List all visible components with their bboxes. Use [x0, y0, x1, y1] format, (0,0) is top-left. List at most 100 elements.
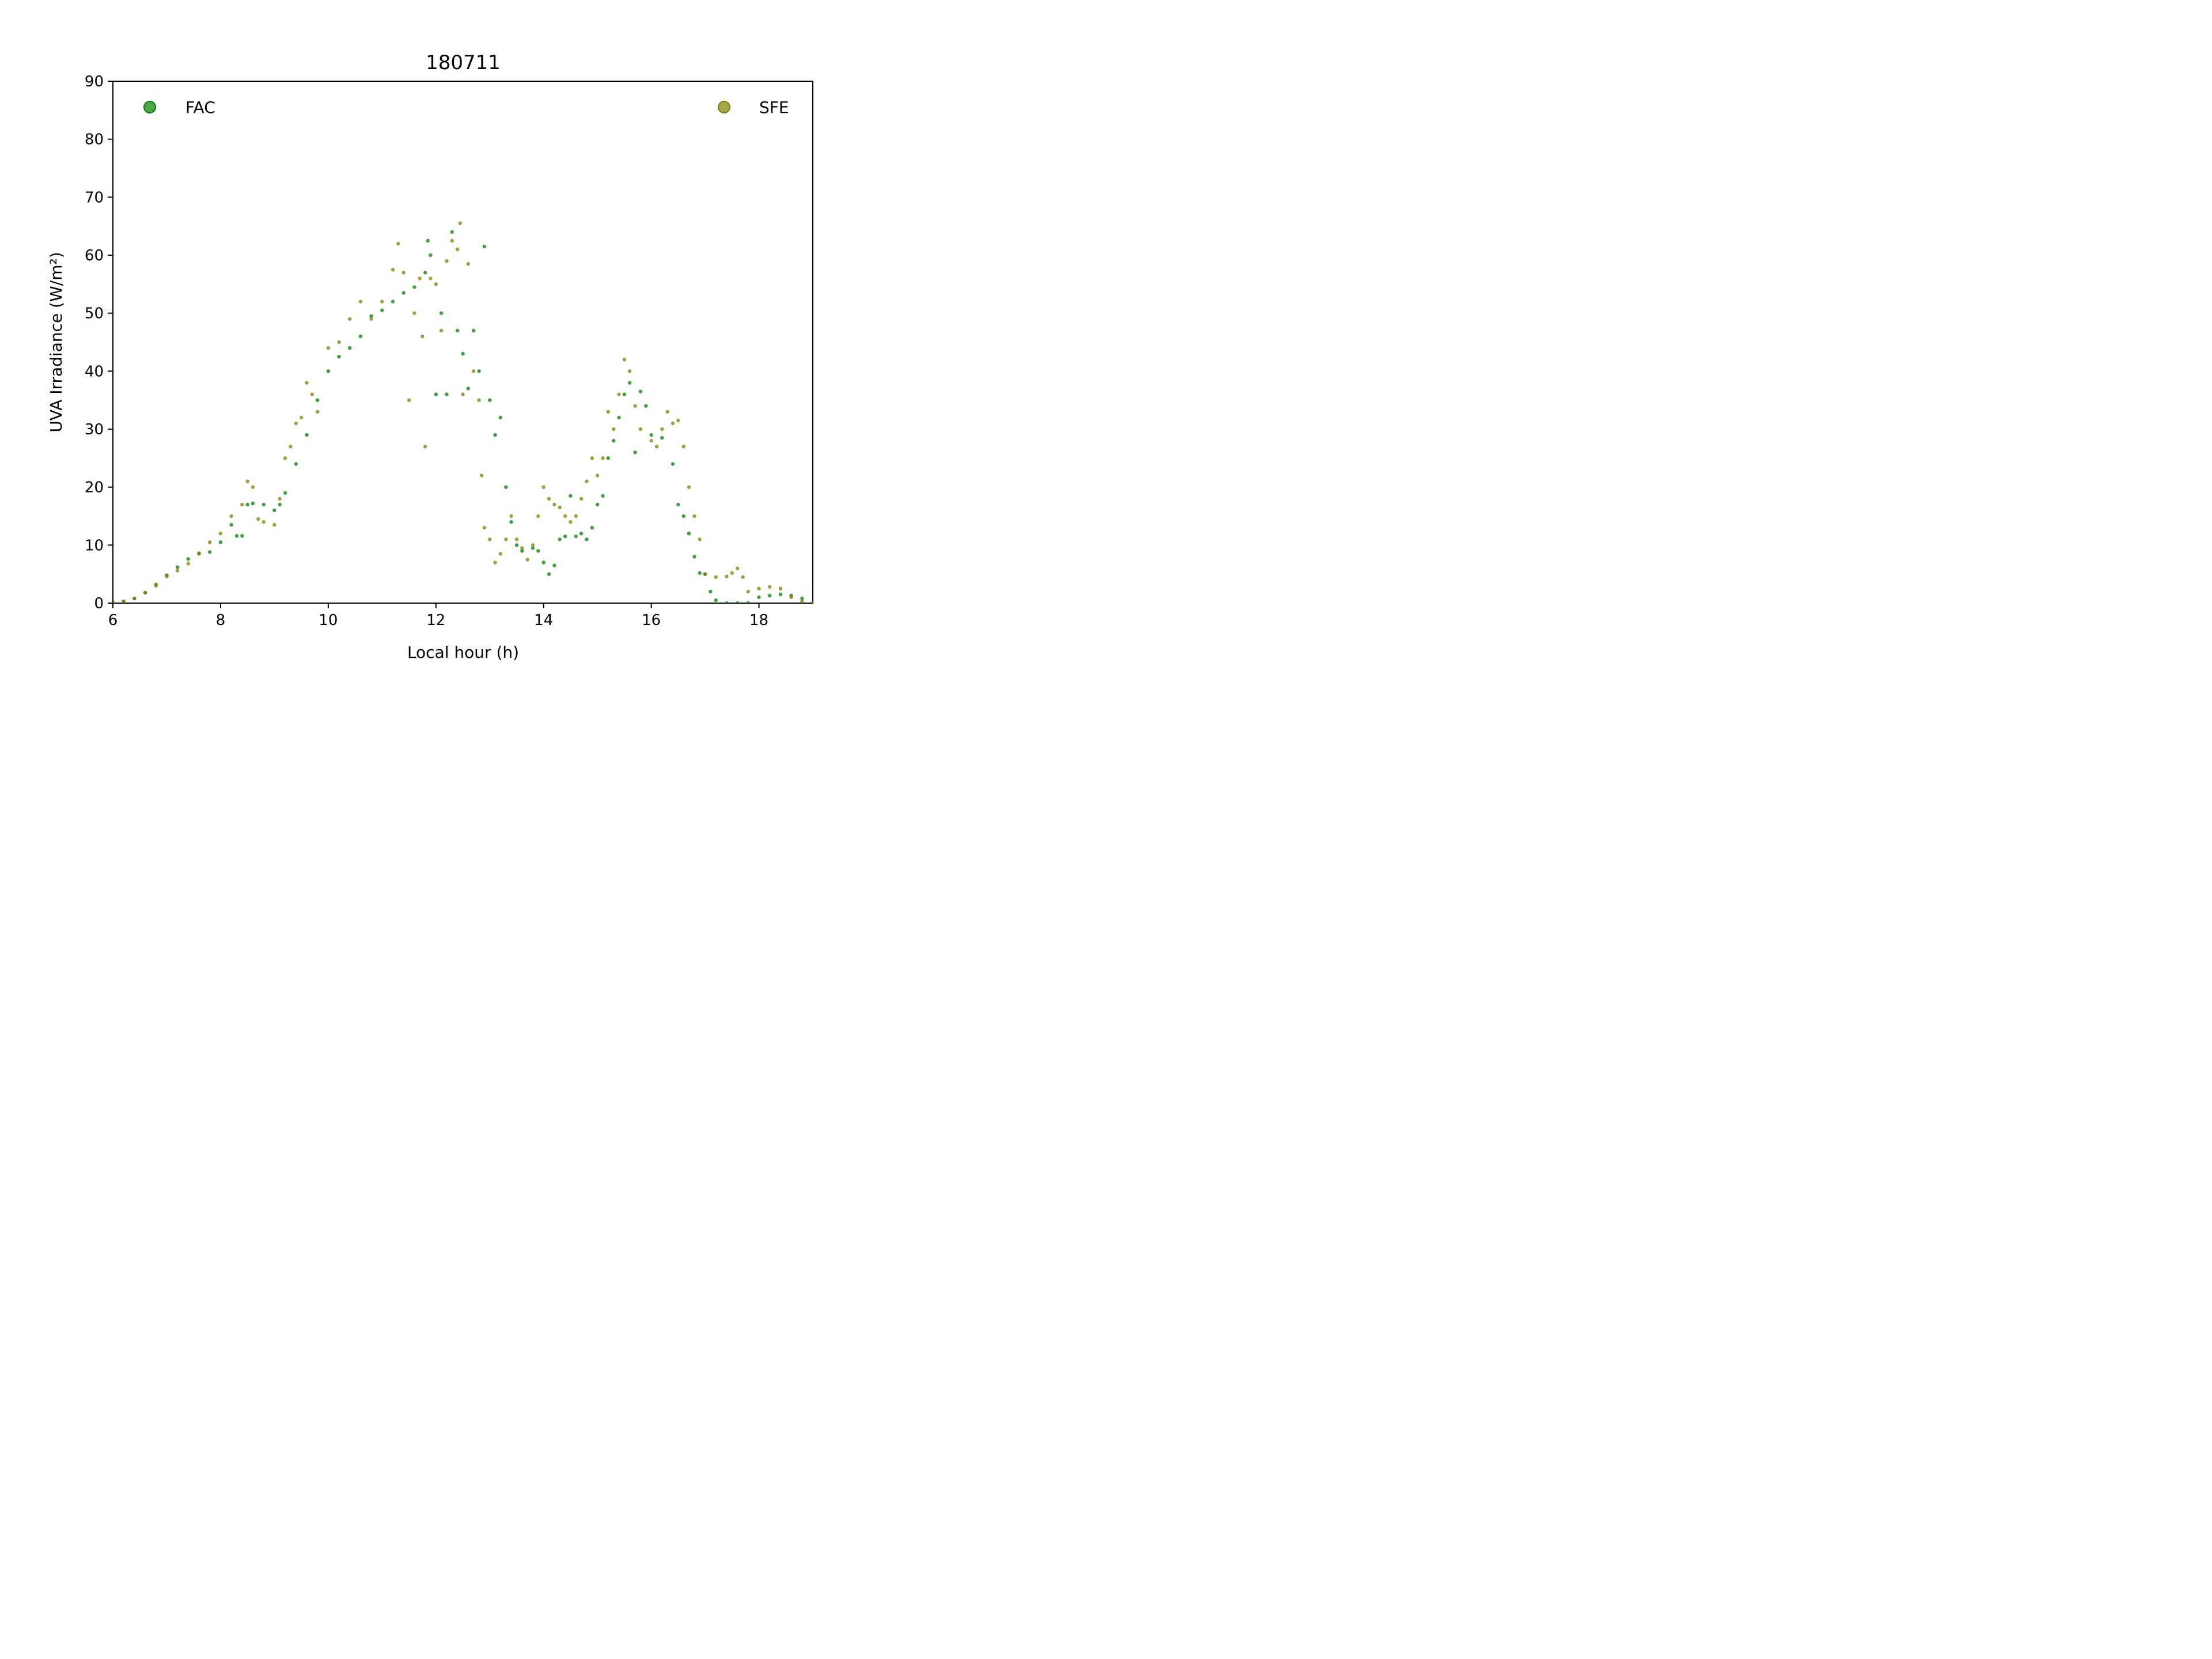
data-point-fac [563, 535, 567, 539]
x-axis-title: Local hour (h) [407, 643, 519, 662]
data-point-fac [574, 535, 578, 539]
data-point-fac [278, 502, 282, 507]
data-point-fac [218, 540, 223, 544]
y-tick-label: 0 [94, 595, 104, 612]
data-point-sfe [789, 595, 793, 600]
data-point-fac [558, 537, 562, 541]
data-point-sfe [326, 346, 330, 350]
data-point-sfe [612, 427, 616, 431]
data-point-fac [439, 311, 444, 315]
y-tick-label: 10 [85, 537, 104, 554]
data-point-sfe [439, 328, 444, 333]
data-point-fac [391, 300, 395, 304]
y-tick-label: 80 [85, 131, 104, 149]
data-point-fac [692, 555, 696, 559]
data-point-sfe [509, 514, 513, 518]
data-point-fac [208, 550, 212, 554]
data-point-fac [326, 369, 330, 373]
data-point-sfe [466, 262, 470, 266]
data-point-fac [369, 314, 373, 318]
data-point-fac [337, 355, 341, 359]
data-point-sfe [396, 241, 400, 246]
data-point-sfe [622, 358, 627, 362]
data-point-fac [536, 549, 540, 553]
y-tick-label: 40 [85, 363, 104, 380]
data-point-sfe [229, 514, 233, 518]
data-point-sfe [456, 247, 460, 252]
data-point-sfe [654, 445, 659, 449]
data-point-fac [229, 522, 233, 527]
data-point-sfe [714, 575, 718, 579]
data-point-fac [547, 572, 551, 576]
data-point-fac [186, 557, 190, 561]
data-point-sfe [434, 282, 438, 286]
data-point-sfe [741, 575, 745, 579]
data-point-fac [612, 438, 616, 443]
data-point-sfe [418, 276, 422, 281]
data-point-sfe [305, 381, 309, 385]
data-point-fac [698, 571, 702, 575]
data-point-fac [466, 387, 470, 391]
data-point-sfe [245, 479, 249, 483]
data-point-fac [552, 563, 556, 567]
data-point-fac [601, 494, 605, 498]
data-point-sfe [725, 574, 729, 578]
x-tick-label: 16 [642, 612, 661, 629]
data-point-sfe [176, 569, 180, 573]
data-point-sfe [472, 369, 476, 373]
data-point-sfe [488, 537, 492, 541]
data-point-sfe [536, 514, 540, 518]
data-point-fac [251, 501, 255, 506]
data-point-sfe [579, 497, 584, 501]
data-point-sfe [736, 566, 740, 570]
data-point-sfe [423, 445, 427, 449]
data-point-sfe [681, 445, 685, 449]
legend-label-fac: FAC [185, 98, 215, 117]
data-point-sfe [186, 562, 190, 566]
data-point-sfe [316, 410, 320, 414]
data-point-sfe [294, 421, 298, 426]
data-point-sfe [703, 572, 707, 576]
chart-title: 180711 [426, 51, 501, 74]
data-point-fac [358, 334, 363, 339]
data-point-sfe [299, 415, 304, 420]
data-point-sfe [563, 514, 567, 518]
data-point-fac [746, 601, 750, 603]
data-point-sfe [687, 485, 691, 489]
data-point-sfe [633, 404, 637, 408]
data-point-sfe [628, 369, 632, 373]
data-point-sfe [458, 221, 462, 225]
data-point-fac [305, 433, 309, 437]
data-point-sfe [531, 543, 535, 547]
data-point-fac [434, 392, 438, 396]
x-tick-label: 12 [426, 612, 445, 629]
y-tick-label: 60 [85, 247, 104, 264]
data-point-sfe [358, 300, 363, 304]
data-point-sfe [800, 599, 804, 603]
data-point-fac [445, 392, 449, 396]
data-point-fac [617, 415, 621, 420]
data-point-sfe [638, 427, 643, 431]
data-point-fac [316, 398, 320, 402]
data-point-sfe [547, 497, 551, 501]
y-tick-label: 20 [85, 479, 104, 497]
data-point-sfe [525, 558, 529, 562]
data-point-sfe [165, 574, 169, 578]
data-point-fac [606, 456, 611, 460]
data-point-fac [493, 433, 497, 437]
chart: 180711 6 8 10 12 14 16 18 0102030405060708090 … [47, 51, 813, 662]
x-tick-label: 6 [108, 612, 118, 629]
data-point-sfe [810, 601, 813, 603]
data-point-fac [482, 244, 487, 249]
data-point-fac [633, 450, 637, 454]
x-tick-label: 14 [534, 612, 553, 629]
legend-marker-fac [143, 101, 156, 113]
data-point-fac [402, 291, 406, 295]
data-point-fac [477, 369, 481, 373]
y-tick-label: 30 [85, 421, 104, 438]
data-point-sfe [778, 586, 783, 590]
data-point-fac [649, 433, 653, 437]
series-sfe [113, 221, 813, 603]
data-point-fac [736, 601, 740, 603]
legend-marker-sfe [718, 101, 730, 113]
